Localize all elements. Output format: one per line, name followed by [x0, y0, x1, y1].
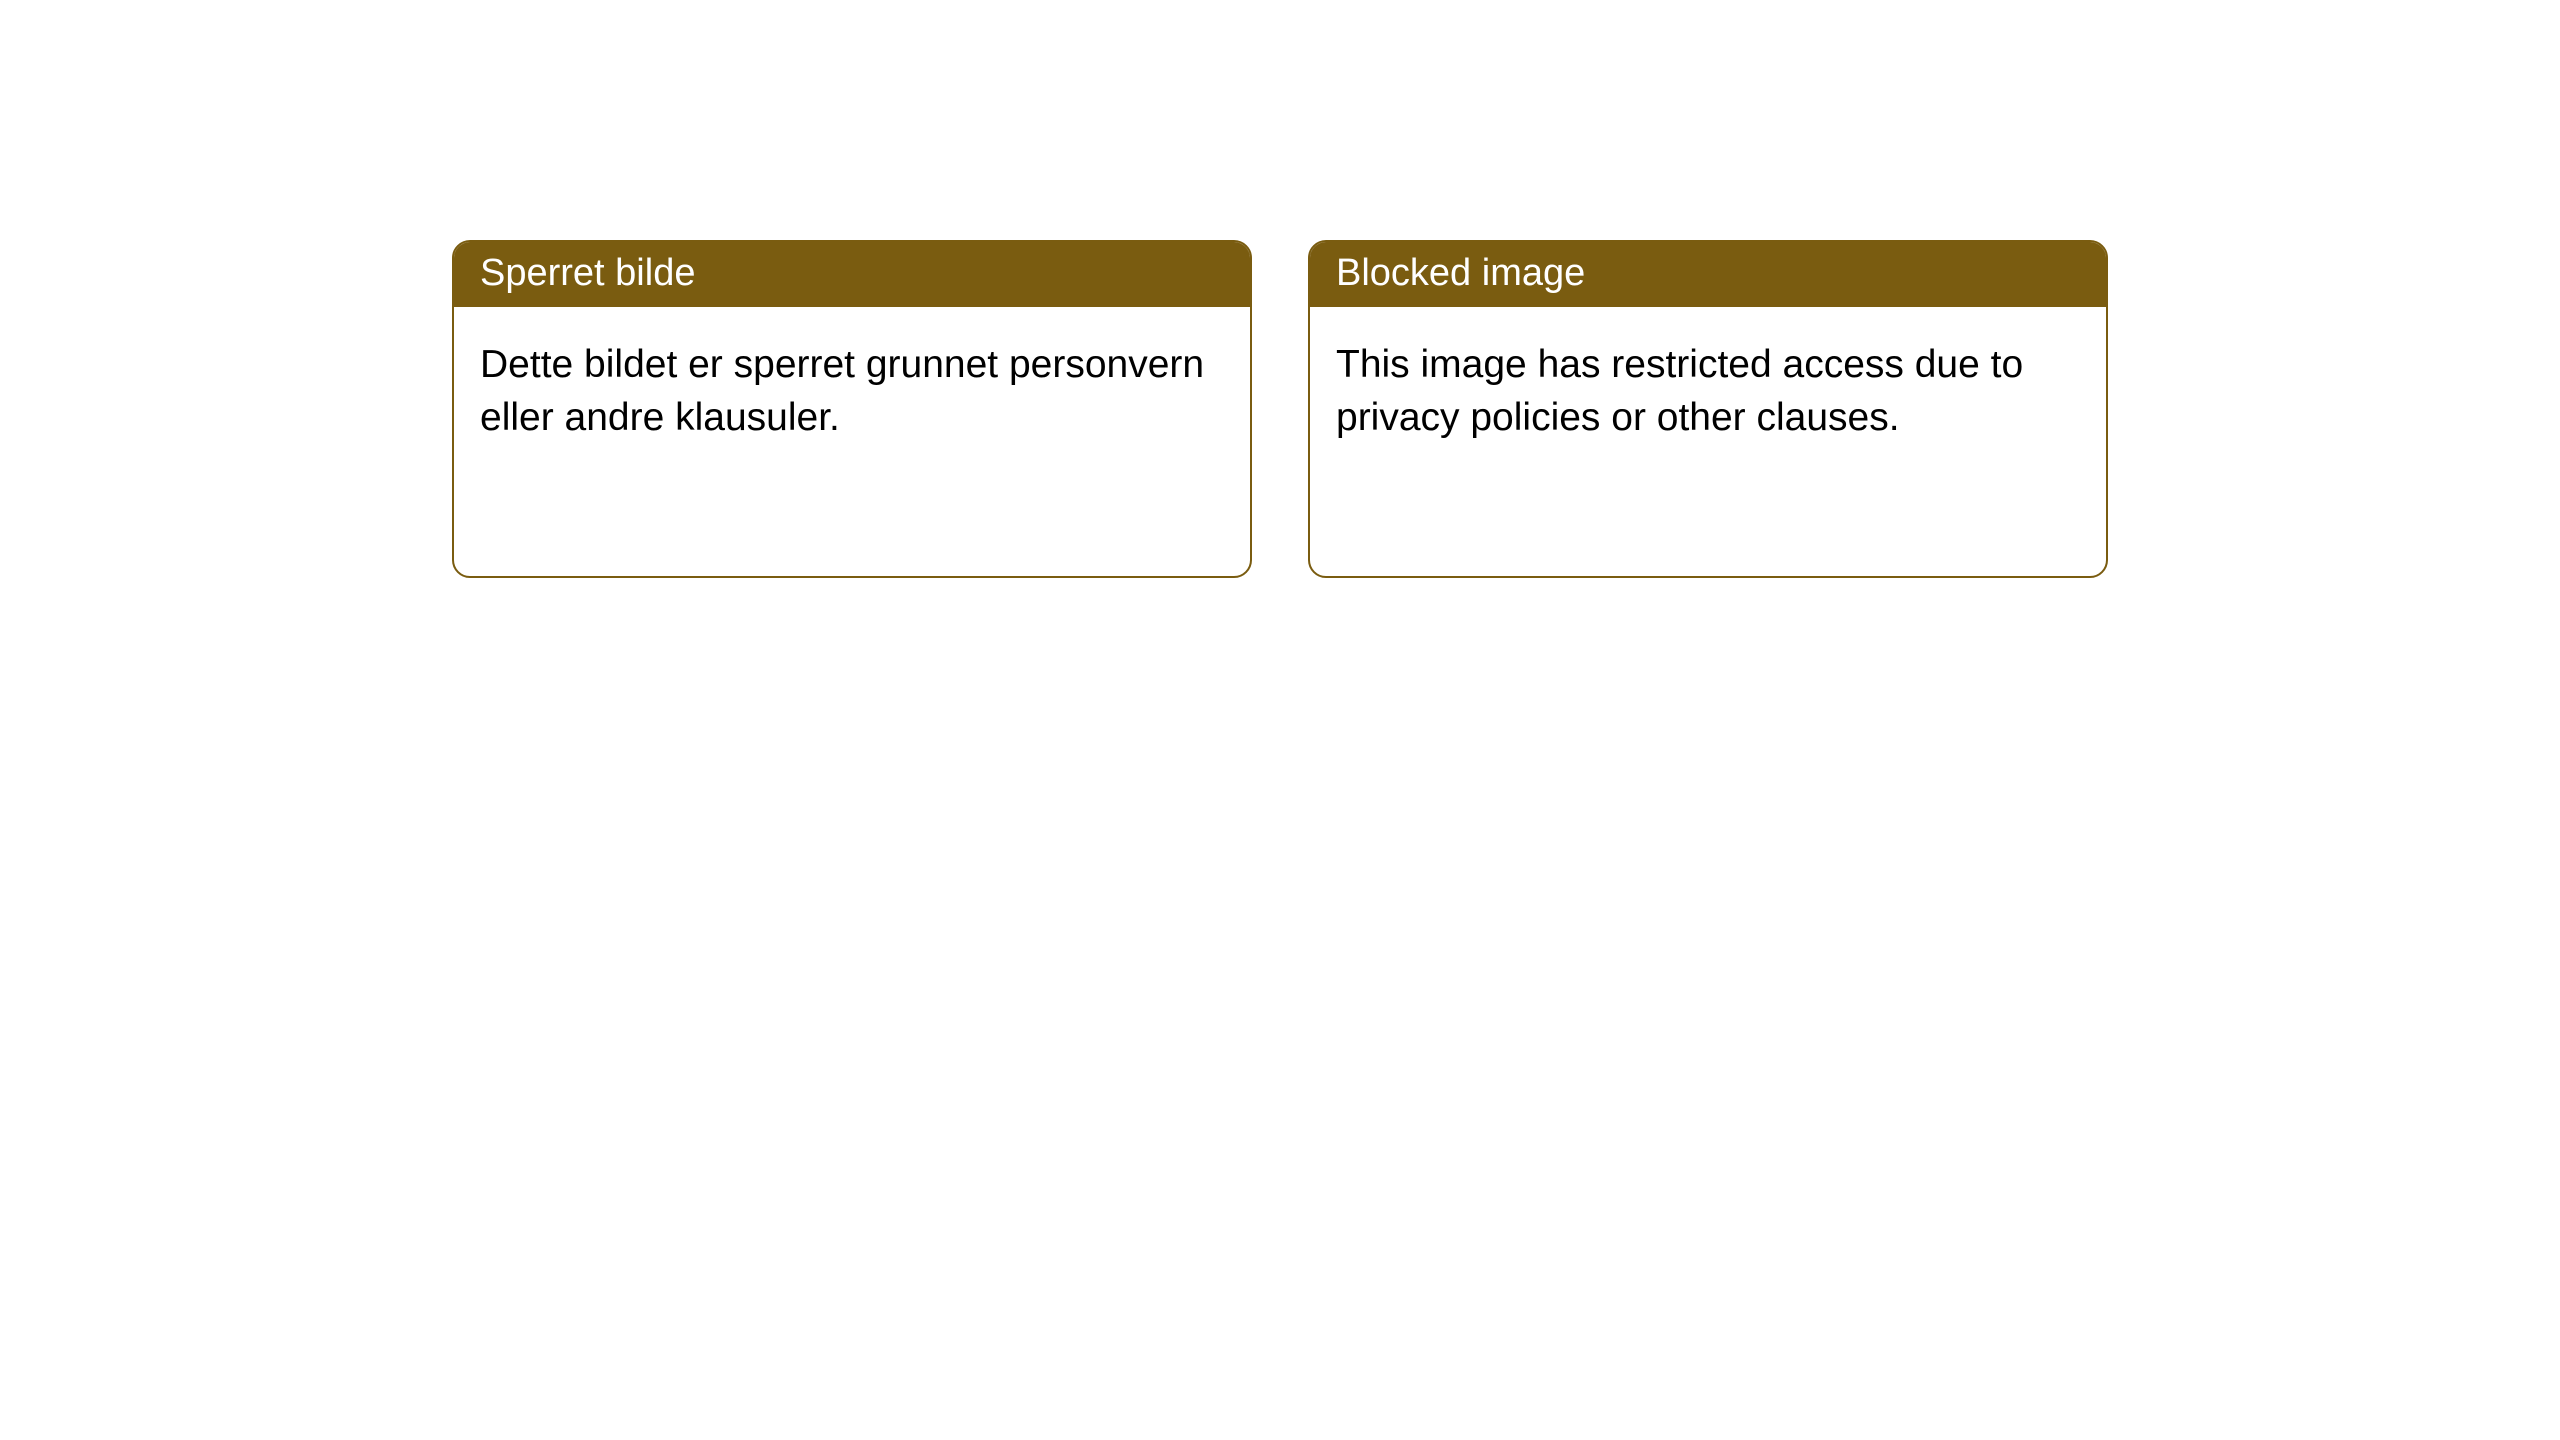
blocked-image-card-no: Sperret bilde Dette bildet er sperret gr… [452, 240, 1252, 578]
notice-cards-container: Sperret bilde Dette bildet er sperret gr… [452, 240, 2108, 578]
blocked-image-card-en: Blocked image This image has restricted … [1308, 240, 2108, 578]
card-message-no: Dette bildet er sperret grunnet personve… [454, 307, 1250, 476]
card-title-no: Sperret bilde [454, 242, 1250, 307]
card-message-en: This image has restricted access due to … [1310, 307, 2106, 476]
card-title-en: Blocked image [1310, 242, 2106, 307]
